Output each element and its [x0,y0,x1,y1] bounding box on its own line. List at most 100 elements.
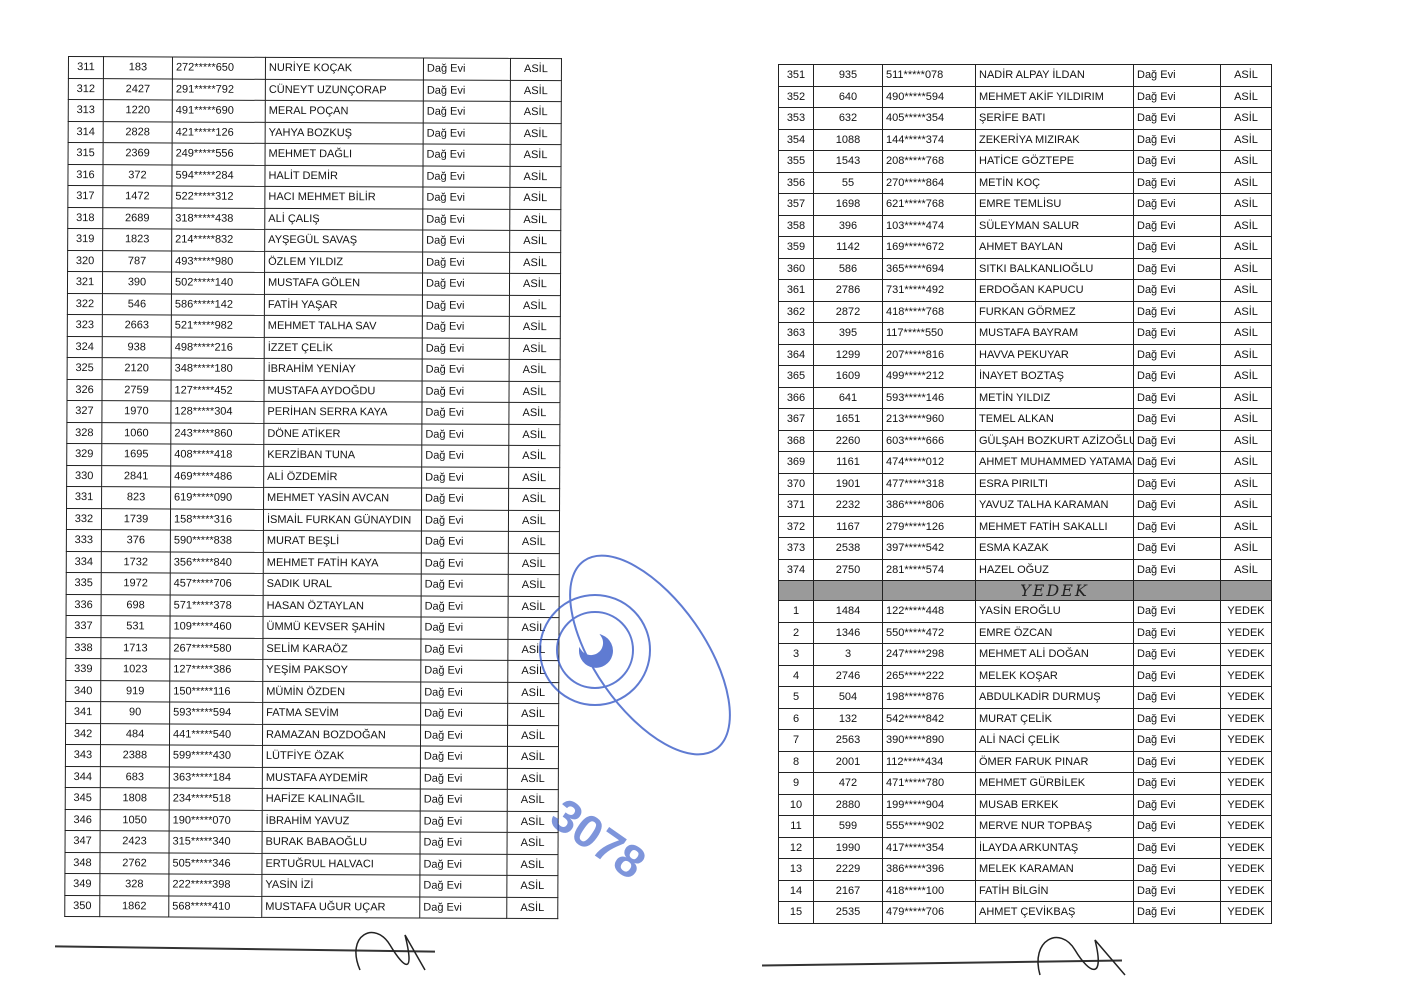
table-row: 4 2746 265*****222 MELEK KOŞAR Dağ Evi YEDEK [778,664,1272,687]
row-number-cell: 4 [778,664,814,687]
status-cell: ASİL [1220,236,1272,259]
row-number-cell: 368 [778,429,814,452]
row-number-cell: 373 [778,537,814,560]
table-row: 354 1088 144*****374 ZEKERİYA MIZIRAK Dağ Ev… [778,128,1272,151]
application-number-cell: 2762 [99,852,170,874]
full-name-cell: KERZİBAN TUNA [263,444,422,467]
full-name-cell: MEHMET ALİ DOĞAN [975,643,1134,666]
status-cell: ASİL [507,789,559,812]
id-number-cell: 490*****594 [882,85,976,108]
row-number-cell: 339 [65,658,101,681]
full-name-cell: FATMA SEVİM [262,702,421,725]
row-number-cell: 338 [65,636,101,659]
table-row: 348 2762 505*****346 ERTUĞRUL HALVACI Dağ Ev… [64,851,559,876]
full-name-cell: EMRE TEMLİSU [975,193,1134,216]
housing-type-cell: Dağ Evi [1133,643,1221,666]
table-row: 313 1220 491*****690 MERAL POÇAN Dağ Evi ASİL [68,99,562,124]
row-number-cell: 326 [66,378,103,401]
row-number-cell: 367 [778,408,814,431]
id-number-cell: 386*****396 [882,858,976,881]
table-row: 339 1023 127*****386 YEŞİM PAKSOY Dağ Evi ASİ… [65,658,559,683]
id-number-cell: 603*****666 [882,429,976,452]
separator-cell [778,580,814,601]
housing-type-cell: Dağ Evi [421,423,509,446]
table-row: 368 2260 603*****666 GÜLŞAH BOZKURT AZİZOĞL… [778,429,1272,452]
id-number-cell: 571*****378 [170,594,264,617]
status-cell: ASİL [508,402,560,425]
status-cell: ASİL [507,703,559,726]
application-number-cell: 376 [101,529,171,552]
id-number-cell: 555*****902 [882,815,976,838]
status-cell: ASİL [509,316,561,339]
full-name-cell: METİN YILDIZ [975,386,1134,409]
application-number-cell: 1167 [813,515,883,538]
housing-type-cell: Dağ Evi [422,273,510,295]
table-row: 338 1713 267*****580 SELİM KARAÖZ Dağ Evi ASİ… [65,636,559,661]
table-row: 371 2232 386*****806 YAVUZ TALHA KARAMAN Dağ… [778,494,1272,517]
row-number-cell: 374 [778,558,814,581]
application-number-cell: 1970 [101,400,171,423]
full-name-cell: ERTUĞRUL HALVACI [261,852,421,876]
status-cell: ASİL [1220,279,1272,302]
left-list-table: 311 183 272*****650 NURİYE KOÇAK Dağ Evi ASİL… [64,56,562,919]
id-number-cell: 469*****486 [170,465,264,488]
full-name-cell: ERDOĞAN KAPUCU [975,279,1134,302]
id-number-cell: 522*****312 [171,185,265,208]
full-name-cell: YEŞİM PAKSOY [262,659,421,682]
housing-type-cell: Dağ Evi [420,703,508,725]
application-number-cell: 787 [102,250,172,272]
status-cell: YEDEK [1220,793,1272,816]
status-cell: ASİL [506,853,559,876]
id-number-cell: 397*****542 [882,537,976,560]
table-row: 3 3 247*****298 MEHMET ALİ DOĞAN Dağ Evi YEDE… [778,643,1272,666]
id-number-cell: 318*****438 [171,207,265,230]
table-row: 349 328 222*****398 YASİN İZİ Dağ Evi ASİL [64,873,558,898]
housing-type-cell: Dağ Evi [1133,343,1221,366]
application-number-cell: 1651 [813,408,883,431]
table-row: 372 1167 279*****126 MEHMET FATİH SAKALLI Da… [778,515,1272,538]
application-number-cell: 2232 [813,494,883,517]
table-row: 358 396 103*****474 SÜLEYMAN SALUR Dağ Evi AS… [778,214,1272,237]
housing-type-cell: Dağ Evi [1133,793,1221,816]
id-number-cell: 457*****706 [170,572,264,595]
separator-cell [1133,580,1221,601]
id-number-cell: 144*****374 [882,128,976,151]
table-row: 374 2750 281*****574 HAZEL OĞUZ Dağ Evi ASİL [778,558,1272,581]
full-name-cell: ÜMMÜ KEVSER ŞAHİN [262,616,422,639]
table-row: 323 2663 521*****982 MEHMET TALHA SAV Dağ Ev… [67,314,561,339]
table-row: 344 683 363*****184 MUSTAFA AYDEMİR Dağ Evi A… [65,765,559,790]
status-cell: ASİL [509,165,562,188]
housing-type-cell: Dağ Evi [1133,236,1221,259]
status-cell: ASİL [507,638,559,661]
status-cell: ASİL [510,144,562,167]
status-cell: ASİL [510,101,562,124]
application-number-cell: 1543 [813,150,883,173]
id-number-cell: 418*****768 [882,300,976,323]
housing-type-cell: Dağ Evi [421,509,509,532]
housing-type-cell: Dağ Evi [1133,408,1221,431]
row-number-cell: 337 [65,615,102,638]
row-number-cell: 323 [67,314,103,337]
status-cell: YEDEK [1220,729,1272,752]
reserve-separator-row: YEDEK [778,580,1272,601]
table-row: 327 1970 128*****304 PERİHAN SERRA KAYA Dağ … [66,400,560,425]
signature-line-right [762,959,1122,967]
row-number-cell: 7 [778,729,814,752]
status-cell: ASİL [507,681,559,704]
full-name-cell: AYŞEGÜL SAVAŞ [264,229,423,252]
application-number-cell: 2388 [100,744,170,767]
housing-type-cell: Dağ Evi [1133,750,1221,773]
row-number-cell: 369 [778,451,814,474]
table-row: 333 376 590*****838 MURAT BEŞLİ Dağ Evi ASİL [66,529,560,554]
full-name-cell: İBRAHİM YENİAY [264,358,423,381]
status-cell: ASİL [508,531,560,554]
full-name-cell: TEMEL ALKAN [975,408,1134,431]
application-number-cell: 1299 [813,343,883,366]
row-number-cell: 331 [66,486,102,509]
full-name-cell: HACI MEHMET BİLİR [264,186,423,209]
row-number-cell: 321 [67,271,103,294]
table-row: 341 90 593*****594 FATMA SEVİM Dağ Evi ASİL [65,701,559,726]
housing-type-cell: Dağ Evi [1133,214,1221,237]
status-cell: ASİL [508,488,560,511]
table-row: 351 935 511*****078 NADİR ALPAY İLDAN Dağ Ev… [778,64,1272,87]
